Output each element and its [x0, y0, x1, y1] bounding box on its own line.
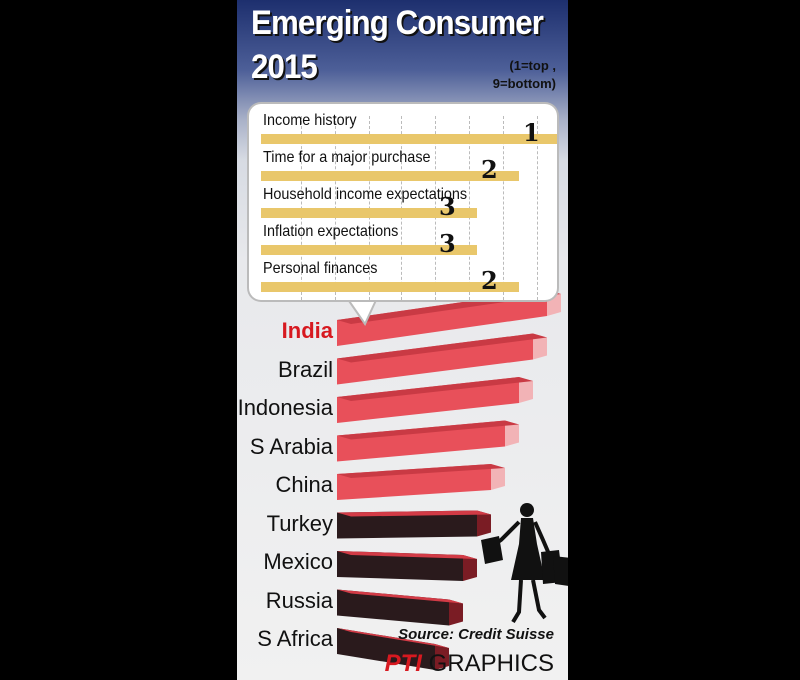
- scale-note-line2: 9=bottom): [492, 76, 556, 91]
- indicator-bar: [261, 134, 557, 144]
- indicator-label: Income history: [263, 112, 357, 129]
- country-bar: [337, 589, 463, 626]
- country-bar: [337, 377, 533, 423]
- indicator-label: Personal finances: [263, 260, 378, 277]
- country-label: Brazil: [277, 356, 333, 382]
- indicator-bar: [261, 282, 519, 292]
- country-bar: [337, 551, 477, 581]
- country-bar: [337, 420, 519, 462]
- chart-title: Emerging Consumer: [251, 4, 544, 42]
- country-bar: [337, 333, 547, 385]
- indicator-rank-label: 2: [481, 155, 498, 184]
- indicator-rank-label: 3: [439, 192, 456, 221]
- country-label: S Arabia: [249, 433, 333, 459]
- country-label: S Africa: [257, 626, 333, 651]
- country-label: India: [281, 318, 333, 343]
- indicator-bar: [261, 208, 477, 218]
- brand-pti: PTI: [384, 650, 422, 677]
- indicator-label: Household income expectations: [263, 186, 468, 203]
- country-label: Mexico: [263, 549, 333, 574]
- scale-note-line1: (1=top ,: [509, 58, 556, 73]
- indicator-rank-label: 2: [481, 266, 498, 295]
- infographic-panel: Emerging Consumer 2015 (1=top , 9=bottom…: [237, 0, 568, 680]
- india-indicators-bubble: Income history 1 Time for a major purchase…: [249, 104, 557, 300]
- indicator-rank-label: 1: [523, 118, 540, 147]
- shopper-silhouette-icon: [481, 503, 568, 624]
- country-bars-chart: [337, 290, 561, 670]
- country-bar: [337, 510, 491, 539]
- indicator-label: Inflation expectations: [263, 223, 399, 240]
- grid-line: [537, 116, 538, 300]
- indicator-bar: [261, 245, 477, 255]
- country-label: Turkey: [266, 510, 333, 536]
- country-bar: [337, 628, 449, 670]
- source-note: Source: Credit Suisse: [398, 626, 554, 643]
- indicator-label: Time for a major purchase: [263, 149, 431, 166]
- country-label: Indonesia: [237, 395, 333, 420]
- brand-graphics: GRAPHICS: [428, 650, 554, 677]
- chart-title-year: 2015: [251, 48, 318, 86]
- country-label: China: [275, 472, 333, 497]
- brand-logo: PTI GRAPHICS: [385, 650, 554, 678]
- grid-line: [503, 116, 504, 300]
- indicator-rank-label: 3: [439, 229, 456, 258]
- indicator-bar: [261, 171, 519, 181]
- country-label: Russia: [265, 587, 333, 613]
- country-bar: [337, 464, 505, 500]
